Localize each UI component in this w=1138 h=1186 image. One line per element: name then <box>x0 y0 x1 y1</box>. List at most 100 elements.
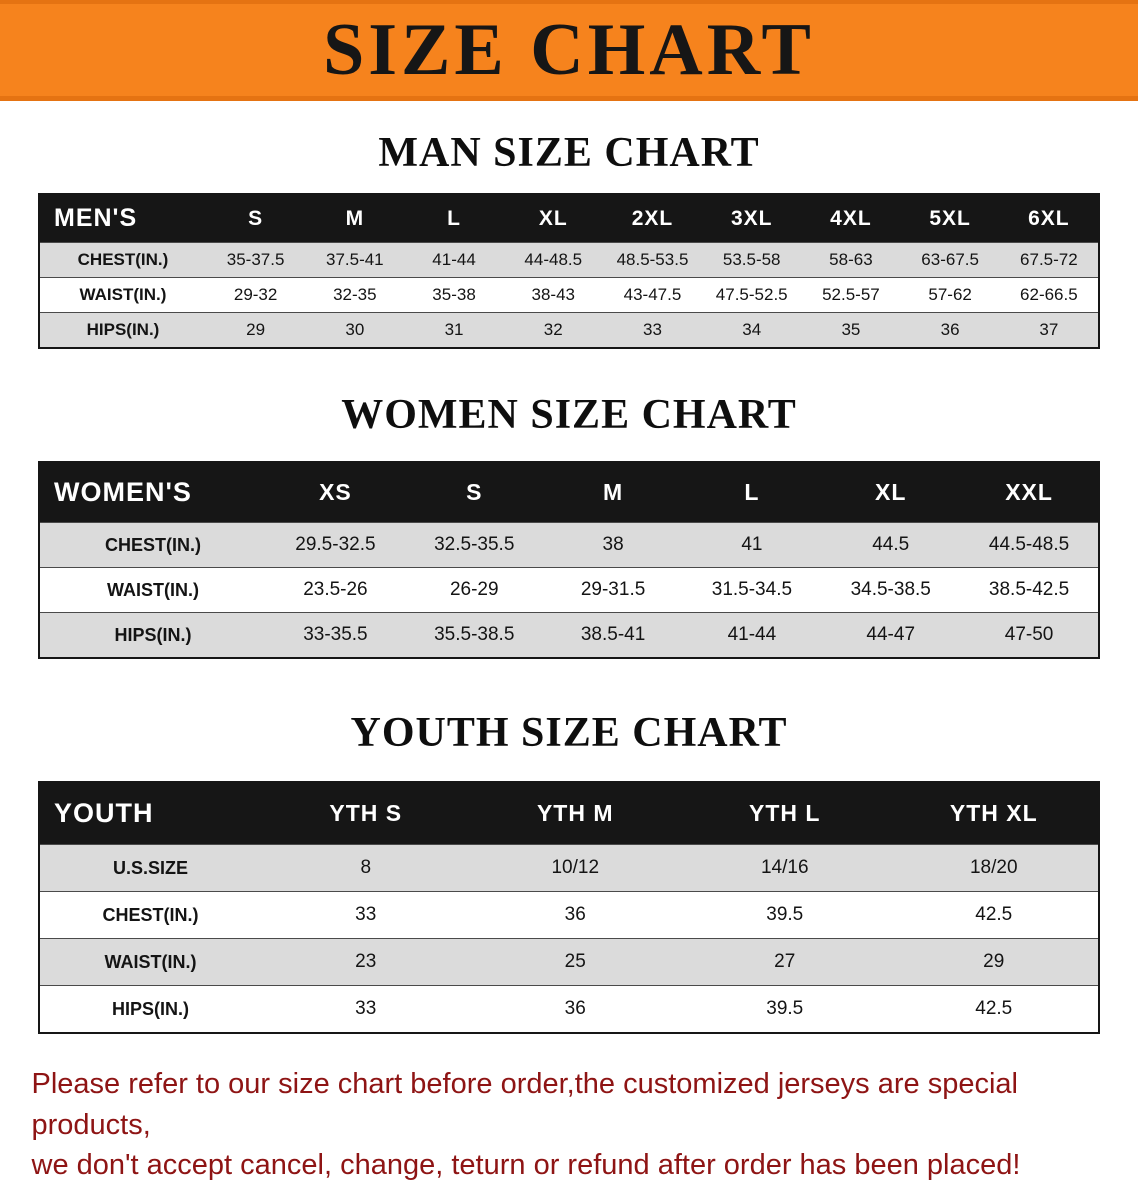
measurement-value: 29-32 <box>206 277 306 313</box>
measurement-value: 35-37.5 <box>206 242 306 278</box>
measurement-row: U.S.SIZE 8 10/12 14/16 18/20 <box>39 844 1099 892</box>
measurement-row: HIPS(IN.) 29 30 31 32 33 34 35 36 37 <box>39 312 1099 348</box>
size-column-header: YTH XL <box>889 782 1099 845</box>
measurement-value: 39.5 <box>680 891 890 939</box>
size-chart-banner: SIZE CHART <box>0 0 1138 101</box>
measurement-label: WAIST(IN.) <box>39 567 266 613</box>
measurement-value: 58-63 <box>801 242 901 278</box>
measurement-value: 44.5 <box>821 522 961 568</box>
measurement-label: CHEST(IN.) <box>39 522 266 568</box>
size-column-header: XS <box>266 462 405 523</box>
measurement-value: 35 <box>801 312 901 348</box>
measurement-value: 47.5-52.5 <box>702 277 802 313</box>
measurement-value: 34.5-38.5 <box>821 567 961 613</box>
size-column-header: XL <box>503 194 603 243</box>
table-title-cell: MEN'S <box>39 194 206 243</box>
mens-size-table: MEN'S S M L XL 2XL 3XL 4XL 5XL 6XL CHEST(IN.) 35-37… <box>38 193 1100 349</box>
measurement-row: WAIST(IN.) 23.5-26 26-29 29-31.5 31.5-34.5 34… <box>39 567 1099 613</box>
measurement-value: 14/16 <box>680 844 890 892</box>
measurement-value: 52.5-57 <box>801 277 901 313</box>
measurement-label: U.S.SIZE <box>39 844 261 892</box>
measurement-value: 38-43 <box>503 277 603 313</box>
table-header-row: YOUTH YTH S YTH M YTH L YTH XL <box>39 782 1099 845</box>
measurement-value: 25 <box>470 938 680 986</box>
measurement-value: 35-38 <box>404 277 504 313</box>
measurement-value: 33 <box>602 312 703 348</box>
measurement-value: 63-67.5 <box>900 242 1000 278</box>
measurement-value: 23 <box>261 938 471 986</box>
size-column-header: S <box>404 462 544 523</box>
measurement-value: 41-44 <box>682 612 822 658</box>
measurement-value: 42.5 <box>889 891 1099 939</box>
measurement-value: 29 <box>889 938 1099 986</box>
measurement-value: 33-35.5 <box>266 612 405 658</box>
measurement-value: 8 <box>261 844 471 892</box>
measurement-value: 29.5-32.5 <box>266 522 405 568</box>
size-column-header: YTH S <box>261 782 471 845</box>
measurement-value: 36 <box>470 891 680 939</box>
womens-size-table: WOMEN'S XS S M L XL XXL CHEST(IN.) 29.5-32.5 32.5… <box>38 461 1100 659</box>
measurement-value: 23.5-26 <box>266 567 405 613</box>
measurement-value: 43-47.5 <box>602 277 703 313</box>
table-title-cell: YOUTH <box>39 782 261 845</box>
measurement-label: CHEST(IN.) <box>39 242 206 278</box>
size-column-header: YTH M <box>470 782 680 845</box>
size-column-header: 6XL <box>999 194 1099 243</box>
measurement-value: 44-47 <box>821 612 961 658</box>
measurement-value: 32.5-35.5 <box>404 522 544 568</box>
size-column-header: 2XL <box>602 194 703 243</box>
table-title-cell: WOMEN'S <box>39 462 266 523</box>
measurement-value: 42.5 <box>889 985 1099 1033</box>
measurement-value: 48.5-53.5 <box>602 242 703 278</box>
measurement-value: 31.5-34.5 <box>682 567 822 613</box>
size-column-header: 3XL <box>702 194 802 243</box>
size-column-header: S <box>206 194 306 243</box>
measurement-value: 29 <box>206 312 306 348</box>
measurement-value: 39.5 <box>680 985 890 1033</box>
size-column-header: L <box>404 194 504 243</box>
measurement-value: 32 <box>503 312 603 348</box>
man-section-heading: MAN SIZE CHART <box>378 130 760 176</box>
youth-section-heading: YOUTH SIZE CHART <box>350 710 788 756</box>
measurement-value: 41 <box>682 522 822 568</box>
measurement-value: 41-44 <box>404 242 504 278</box>
size-column-header: M <box>305 194 405 243</box>
disclaimer: Please refer to our size chart before or… <box>32 1064 1107 1186</box>
women-section-heading: WOMEN SIZE CHART <box>341 392 797 438</box>
measurement-value: 44-48.5 <box>503 242 603 278</box>
measurement-value: 38 <box>543 522 683 568</box>
measurement-value: 34 <box>702 312 802 348</box>
measurement-value: 10/12 <box>470 844 680 892</box>
size-column-header: XXL <box>960 462 1099 523</box>
measurement-label: WAIST(IN.) <box>39 938 261 986</box>
measurement-value: 67.5-72 <box>999 242 1099 278</box>
measurement-value: 32-35 <box>305 277 405 313</box>
table-header-row: MEN'S S M L XL 2XL 3XL 4XL 5XL 6XL <box>39 194 1099 243</box>
measurement-value: 62-66.5 <box>999 277 1099 313</box>
measurement-value: 35.5-38.5 <box>404 612 544 658</box>
measurement-value: 36 <box>900 312 1000 348</box>
measurement-value: 27 <box>680 938 890 986</box>
measurement-value: 31 <box>404 312 504 348</box>
disclaimer-line-2: we don't accept cancel, change, teturn o… <box>31 1149 1021 1182</box>
measurement-row: CHEST(IN.) 33 36 39.5 42.5 <box>39 891 1099 939</box>
measurement-value: 30 <box>305 312 405 348</box>
youth-size-table: YOUTH YTH S YTH M YTH L YTH XL U.S.SIZE 8 10/12… <box>38 781 1100 1034</box>
measurement-value: 18/20 <box>889 844 1099 892</box>
measurement-value: 44.5-48.5 <box>960 522 1099 568</box>
measurement-label: HIPS(IN.) <box>39 985 261 1033</box>
measurement-value: 38.5-42.5 <box>960 567 1099 613</box>
measurement-value: 38.5-41 <box>543 612 683 658</box>
measurement-value: 37.5-41 <box>305 242 405 278</box>
size-column-header: XL <box>821 462 961 523</box>
measurement-value: 36 <box>470 985 680 1033</box>
measurement-value: 37 <box>999 312 1099 348</box>
measurement-value: 33 <box>261 985 471 1033</box>
measurement-value: 53.5-58 <box>702 242 802 278</box>
measurement-value: 29-31.5 <box>543 567 683 613</box>
measurement-row: WAIST(IN.) 29-32 32-35 35-38 38-43 43-47.5 47.… <box>39 277 1099 313</box>
size-column-header: L <box>682 462 822 523</box>
measurement-value: 26-29 <box>404 567 544 613</box>
measurement-row: CHEST(IN.) 29.5-32.5 32.5-35.5 38 41 44.5 44.5… <box>39 522 1099 568</box>
banner-title: SIZE CHART <box>323 8 815 91</box>
